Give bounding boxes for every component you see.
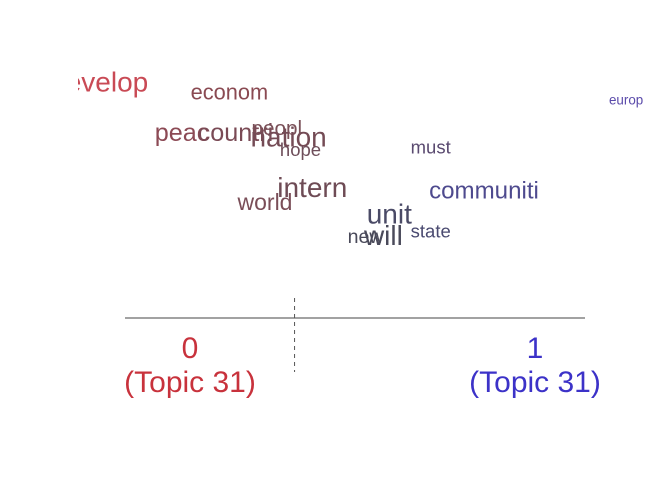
word-label-intern: intern — [277, 172, 347, 203]
word-label-state: state — [411, 221, 451, 242]
word-label-new: new — [348, 226, 385, 248]
word-label-communiti: communiti — [429, 177, 539, 204]
left-axis-topic-label: (Topic 31) — [124, 366, 256, 399]
word-label-hope: hope — [280, 139, 321, 160]
word-label-countri: countri — [198, 119, 274, 147]
word-label-must: must — [411, 137, 451, 158]
word-label-develop: develop — [50, 66, 148, 97]
word-label-nation: nation — [250, 122, 326, 153]
left-axis-value-label: 0 — [182, 332, 199, 365]
word-label-peac: peac — [155, 119, 210, 147]
right-axis-value-label: 1 — [527, 332, 544, 365]
word-label-will: will — [363, 220, 403, 251]
right-axis-topic-label: (Topic 31) — [469, 366, 601, 399]
word-label-peopl: peopl — [251, 117, 302, 140]
word-label-econom: econom — [191, 79, 269, 104]
word-label-unit: unit — [367, 198, 412, 229]
word-label-world: world — [237, 189, 293, 215]
word-label-europ: europ — [609, 92, 643, 107]
